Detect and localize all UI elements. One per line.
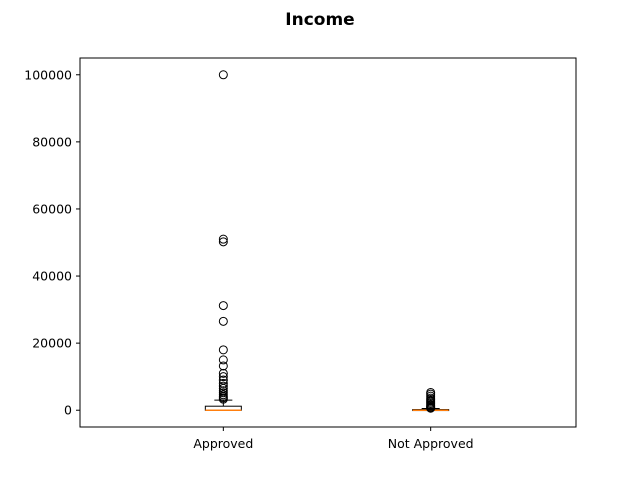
box-group-approved [204, 70, 242, 411]
outlier-point [218, 361, 228, 371]
plot-area [204, 70, 450, 413]
y-tick-label: 80000 [32, 134, 72, 149]
y-tick-label: 60000 [32, 201, 72, 216]
outlier-point [218, 316, 228, 326]
chart-title: Income [285, 10, 354, 30]
outlier-point [218, 368, 228, 378]
outlier-point [218, 375, 228, 385]
outlier-point [218, 378, 228, 388]
x-axis: Approved Not Approved [193, 427, 474, 451]
y-tick-label: 20000 [32, 336, 72, 351]
outlier-point [218, 70, 228, 80]
box-group-not-approved [412, 387, 450, 413]
x-tick-label: Not Approved [388, 436, 474, 451]
outlier-point [218, 386, 228, 396]
y-tick-label: 100000 [24, 67, 72, 82]
y-tick-label: 40000 [32, 269, 72, 284]
outlier-point [218, 355, 228, 365]
y-axis: 0 20000 40000 60000 80000 100000 [24, 67, 80, 418]
plot-frame [79, 57, 577, 428]
outlier-point [218, 381, 228, 391]
outlier-point [218, 345, 228, 355]
outlier-point [426, 387, 436, 397]
outlier-point [218, 301, 228, 311]
y-tick-label: 0 [64, 403, 72, 418]
outlier-point [218, 234, 228, 244]
outlier-point [218, 372, 228, 382]
outlier-point [218, 237, 228, 247]
x-tick-label: Approved [193, 436, 253, 451]
